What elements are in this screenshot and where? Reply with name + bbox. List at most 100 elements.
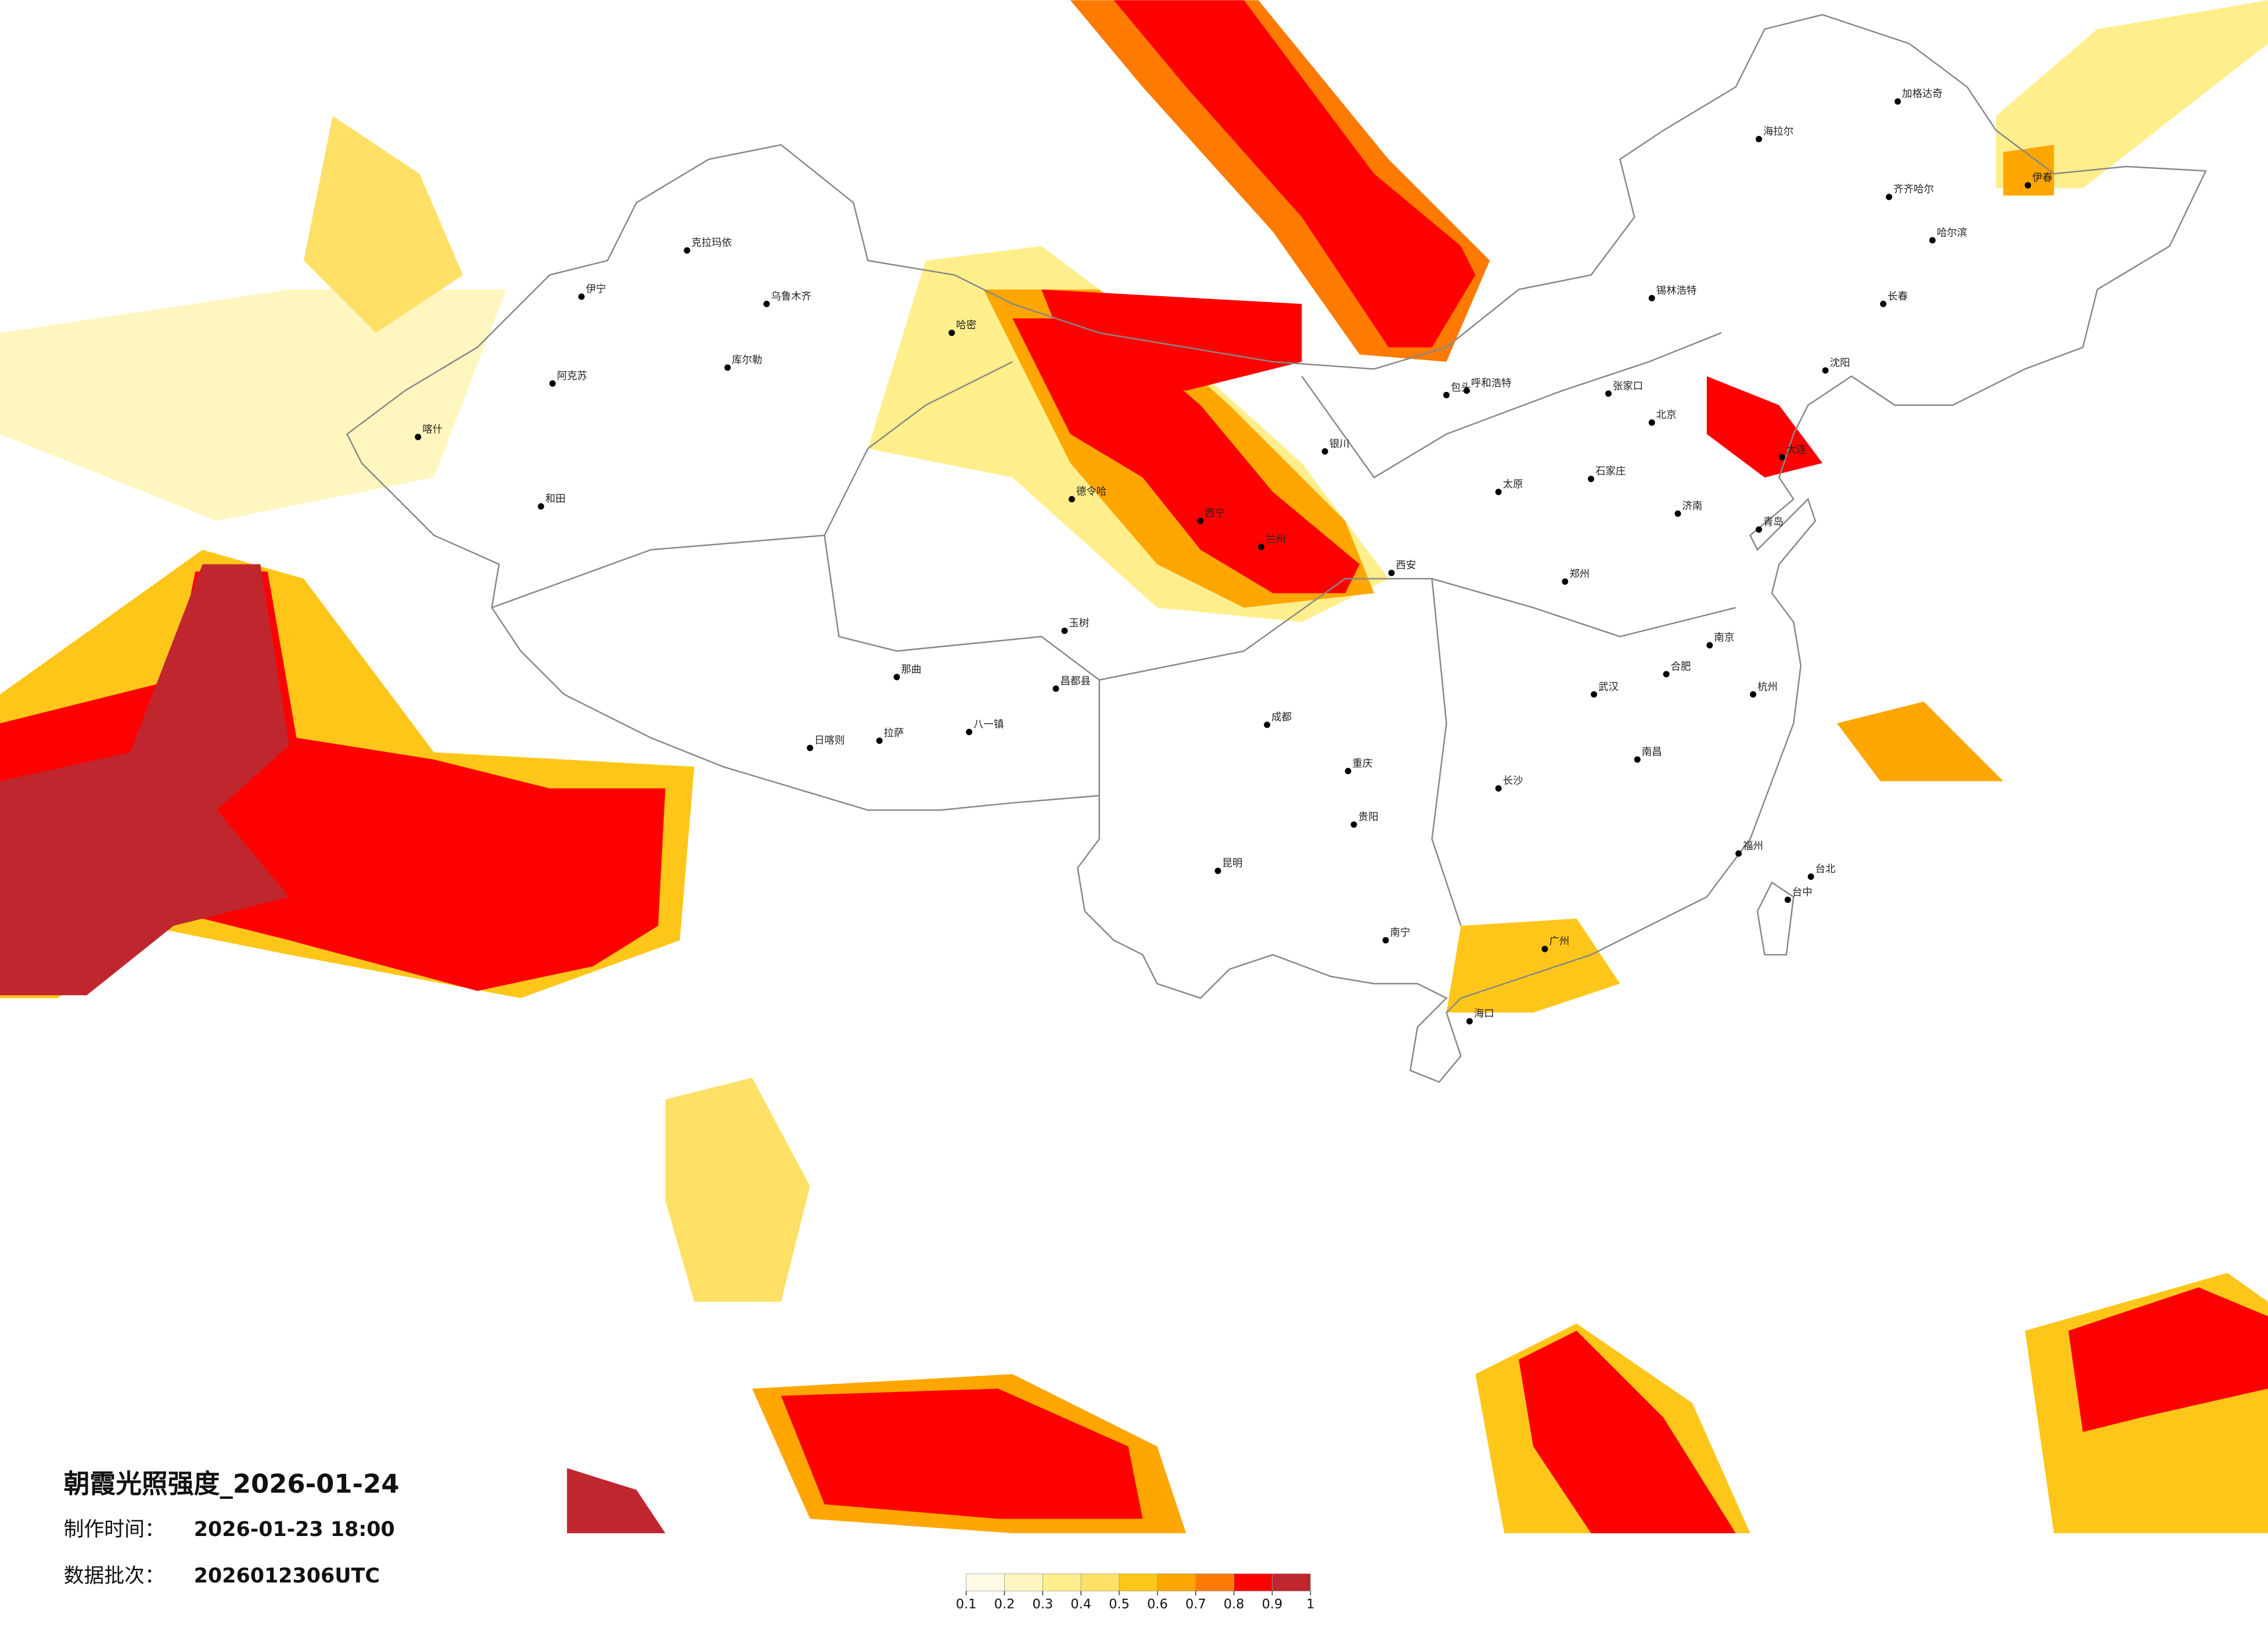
city-label: 西宁 bbox=[1205, 508, 1225, 519]
city-dot bbox=[1562, 578, 1569, 585]
city-dot bbox=[1706, 642, 1713, 649]
city-label: 太原 bbox=[1503, 479, 1523, 491]
city-label: 台中 bbox=[1792, 887, 1813, 898]
city-dot bbox=[1822, 367, 1829, 374]
city-label: 兰州 bbox=[1266, 534, 1286, 545]
city-label: 哈密 bbox=[956, 320, 976, 332]
city-dot bbox=[2025, 182, 2032, 189]
colorbar-tick-label: 0.3 bbox=[1033, 1597, 1054, 1612]
city-label: 南京 bbox=[1714, 632, 1734, 644]
city-label: 重庆 bbox=[1353, 758, 1373, 769]
field-patch bbox=[1706, 376, 1823, 478]
city-dot bbox=[1214, 868, 1221, 875]
city-dot bbox=[1605, 390, 1612, 397]
city-dot bbox=[1634, 756, 1641, 763]
city-label: 石家庄 bbox=[1595, 466, 1626, 477]
batch-label: 数据批次： bbox=[64, 1564, 165, 1588]
city-label: 玉树 bbox=[1069, 618, 1089, 629]
colorbar-swatch bbox=[1157, 1573, 1196, 1592]
city-dot bbox=[415, 434, 422, 440]
field-patch bbox=[303, 116, 463, 333]
colorbar-swatch bbox=[1195, 1573, 1234, 1592]
city-label: 海拉尔 bbox=[1763, 126, 1793, 138]
city-dot bbox=[1068, 496, 1075, 503]
city-dot bbox=[1590, 691, 1597, 698]
city-dot bbox=[807, 744, 814, 751]
city-dot bbox=[1495, 785, 1502, 792]
city-label: 哈尔滨 bbox=[1937, 227, 1967, 239]
field-patch bbox=[1836, 702, 2004, 782]
field-patch bbox=[0, 289, 506, 521]
city-label: 喀什 bbox=[422, 424, 443, 436]
city-dot bbox=[1382, 937, 1389, 944]
map-title: 朝霞光照强度_2026-01-24 bbox=[64, 1469, 400, 1499]
city-label: 伊宁 bbox=[586, 283, 606, 295]
city-dot bbox=[1778, 454, 1785, 461]
city-label: 日喀则 bbox=[814, 735, 844, 746]
city-label: 昆明 bbox=[1222, 858, 1242, 869]
city-dot bbox=[893, 674, 900, 681]
city-label: 德令哈 bbox=[1076, 486, 1106, 498]
city-label: 沈阳 bbox=[1830, 357, 1850, 369]
field-patch bbox=[1012, 318, 1360, 593]
colorbar-tick-label: 1 bbox=[1306, 1597, 1314, 1612]
colorbar-tick-label: 0.4 bbox=[1070, 1597, 1091, 1612]
city-label: 武汉 bbox=[1598, 681, 1619, 693]
city-label: 长春 bbox=[1888, 291, 1908, 303]
city-label: 八一镇 bbox=[973, 719, 1004, 731]
province-line bbox=[1431, 578, 1462, 926]
field-patch bbox=[567, 1468, 666, 1534]
city-dot bbox=[1466, 1018, 1473, 1025]
city-label: 北京 bbox=[1656, 409, 1677, 421]
city-dot bbox=[1495, 488, 1502, 495]
city-label: 合肥 bbox=[1670, 661, 1691, 672]
colorbar-tick-label: 0.1 bbox=[956, 1597, 977, 1612]
city-dot bbox=[1463, 387, 1470, 394]
province-line bbox=[824, 535, 1100, 796]
city-dot bbox=[1197, 517, 1204, 524]
city-dot bbox=[763, 300, 770, 307]
city-label: 库尔勒 bbox=[732, 354, 762, 366]
colorbar-tick-label: 0.8 bbox=[1224, 1597, 1245, 1612]
city-label: 包头 bbox=[1451, 382, 1471, 394]
city-dot bbox=[549, 380, 556, 387]
colorbar-tick-label: 0.5 bbox=[1109, 1597, 1130, 1612]
city-dot bbox=[1749, 691, 1756, 698]
city-label: 和田 bbox=[545, 494, 566, 505]
city-dot bbox=[1929, 237, 1936, 244]
city-label: 克拉玛依 bbox=[691, 238, 732, 249]
city-label: 那曲 bbox=[901, 664, 922, 675]
field-patch bbox=[1113, 0, 1476, 348]
batch-id: 2026012306UTC bbox=[194, 1564, 380, 1588]
province-line bbox=[491, 361, 1013, 609]
field-patch bbox=[2068, 1287, 2268, 1432]
field-patch bbox=[665, 1077, 810, 1302]
colorbar: 0.1 0.2 0.3 0.4 0.5 0.6 0.7 0.8 0.9 1 bbox=[956, 1573, 1314, 1612]
city-label: 拉萨 bbox=[884, 728, 904, 739]
field-patch bbox=[1518, 1330, 1736, 1534]
city-dot bbox=[1443, 391, 1450, 398]
made-label: 制作时间： bbox=[64, 1518, 165, 1541]
city-dot bbox=[948, 329, 955, 336]
city-dot bbox=[1345, 768, 1352, 775]
city-dot bbox=[1052, 685, 1059, 692]
colorbar-tick-label: 0.6 bbox=[1147, 1597, 1168, 1612]
city-label: 呼和浩特 bbox=[1471, 377, 1512, 389]
city-label: 青岛 bbox=[1763, 516, 1784, 528]
city-dot bbox=[1648, 294, 1655, 301]
city-label: 成都 bbox=[1271, 712, 1292, 724]
city-label: 乌鲁木齐 bbox=[771, 291, 811, 303]
city-label: 西安 bbox=[1396, 560, 1416, 571]
city-label: 昌都县 bbox=[1060, 675, 1090, 687]
colorbar-tick-label: 0.9 bbox=[1262, 1597, 1283, 1612]
colorbar-swatch bbox=[1004, 1573, 1043, 1592]
made-time: 2026-01-23 18:00 bbox=[194, 1518, 395, 1541]
city-dot bbox=[1784, 896, 1791, 903]
city-label: 张家口 bbox=[1613, 380, 1643, 392]
colorbar-swatch bbox=[1272, 1573, 1311, 1592]
field-patch bbox=[781, 1388, 1143, 1519]
boundaries bbox=[346, 13, 2207, 1083]
